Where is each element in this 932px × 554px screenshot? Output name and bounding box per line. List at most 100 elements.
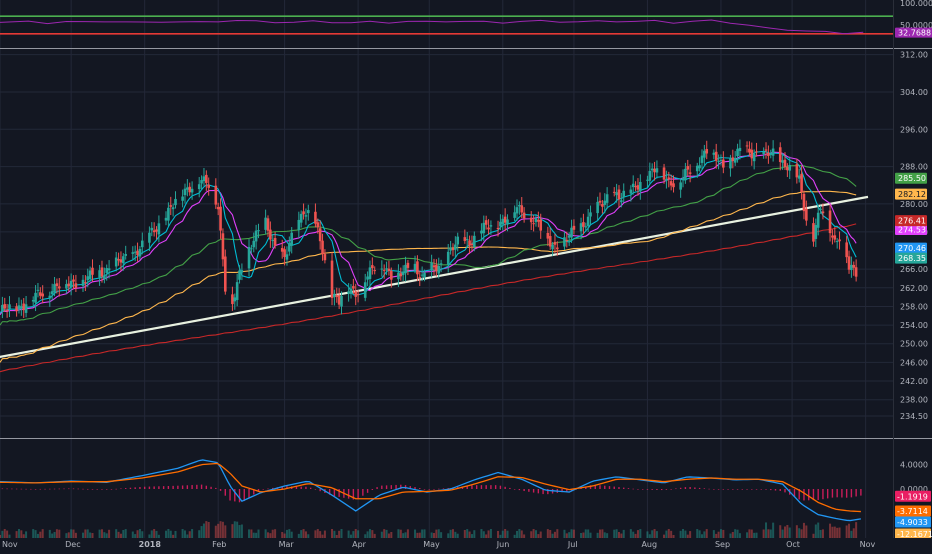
macd-histogram-bar xyxy=(1,488,4,490)
candle-body xyxy=(183,188,187,196)
candle-body xyxy=(98,270,101,278)
candle-body xyxy=(499,221,502,227)
volume-bar xyxy=(100,529,103,538)
candle-body xyxy=(667,177,671,180)
candle-body xyxy=(529,217,533,223)
price-pane[interactable] xyxy=(0,139,869,373)
macd-histogram-bar xyxy=(409,486,411,489)
macd-histogram-bar xyxy=(238,489,241,503)
candle-body xyxy=(662,167,666,180)
macd-histogram-bar xyxy=(722,489,725,490)
volume-bar xyxy=(435,529,438,538)
price-axis[interactable]: 312.00304.00296.00288.00280.00274.00266.… xyxy=(900,51,928,421)
volume-bar xyxy=(679,530,682,538)
candle-body xyxy=(240,270,244,273)
macd-histogram-bar xyxy=(803,489,805,501)
candle-body xyxy=(532,223,535,225)
price-tick-label: 238.00 xyxy=(900,396,928,405)
volume-bar xyxy=(802,522,805,538)
candle-body xyxy=(786,167,789,171)
candle-body xyxy=(413,263,417,271)
volume-bar xyxy=(786,524,789,538)
volume-bar xyxy=(89,532,92,538)
volume-bar xyxy=(183,530,186,538)
volume-bar xyxy=(383,529,386,538)
volume-bar xyxy=(689,531,692,538)
candle-body xyxy=(572,225,576,230)
candle-body xyxy=(669,181,673,186)
ma-13-value: 274.53 xyxy=(898,226,926,235)
rsi-last-value-badge xyxy=(895,27,932,38)
volume-bar xyxy=(767,529,770,538)
macd-histogram-bar xyxy=(447,488,449,489)
volume-bar xyxy=(340,529,343,538)
candle-body xyxy=(470,243,474,246)
volume-bar xyxy=(497,530,500,538)
candle-body xyxy=(601,204,604,207)
candle-body xyxy=(333,293,336,298)
candle-body xyxy=(646,179,649,181)
macd-histogram-bar xyxy=(333,489,336,497)
ma-50-value: 285.50 xyxy=(898,174,926,183)
volume-bar xyxy=(285,529,288,538)
volume-bar xyxy=(622,529,625,538)
candle-body xyxy=(103,275,106,280)
grid-lines xyxy=(0,0,932,538)
time-tick-label: Nov xyxy=(2,540,18,549)
candle-body xyxy=(717,161,720,163)
candle-body xyxy=(340,295,343,307)
volume-bar xyxy=(373,533,376,538)
candle-body xyxy=(423,272,426,278)
macd-histogram-bar xyxy=(698,487,701,489)
candle-body xyxy=(420,274,424,276)
macd-pane[interactable]: 4.0000 0.0000-1.1919 -3.7114 -4.9033 -12.167… xyxy=(0,459,932,540)
volume-bar xyxy=(646,531,649,538)
candle-body xyxy=(169,205,173,207)
macd-histogram-bar xyxy=(613,486,615,489)
candle-body xyxy=(845,242,848,258)
volume-bar xyxy=(302,529,305,538)
volume-bar xyxy=(736,529,739,538)
macd-histogram-bar xyxy=(608,486,611,489)
macd-histogram-bar xyxy=(314,489,317,490)
volume-bar xyxy=(205,521,208,538)
macd-histogram-bar xyxy=(665,489,668,490)
macd-histogram-bar xyxy=(660,489,663,491)
candle-body xyxy=(152,230,156,233)
volume-bar xyxy=(233,521,236,538)
volume-bar xyxy=(418,532,421,538)
candle-body xyxy=(556,247,559,250)
volume-bar xyxy=(423,529,426,538)
candle-body xyxy=(105,268,109,273)
time-tick-label: Aug xyxy=(641,540,657,549)
candle-body xyxy=(373,270,377,272)
candle-body xyxy=(639,181,642,192)
macd-histogram-bar xyxy=(224,489,227,496)
macd-histogram-bar xyxy=(295,486,298,489)
candle-body xyxy=(819,208,822,210)
volume-bar xyxy=(850,530,853,538)
candle-body xyxy=(401,271,405,276)
volume-bar xyxy=(651,530,654,538)
volume-bar xyxy=(366,531,369,538)
candle-body xyxy=(620,200,623,203)
volume-bar xyxy=(304,531,307,538)
candle-body xyxy=(515,207,519,214)
time-axis[interactable]: Nov Dec 2018 Feb Mar Apr May Jun Jul Aug Sep Oct Nov xyxy=(0,538,932,550)
macd-histogram-bar xyxy=(120,488,122,490)
ma-13-value-badge xyxy=(895,224,927,236)
volume-bar xyxy=(686,534,689,538)
time-tick-label: Sep xyxy=(715,540,730,549)
macd-histogram-bar xyxy=(490,485,492,489)
candle-body xyxy=(382,269,386,271)
macd-histogram-bar xyxy=(400,484,402,489)
volume-bar xyxy=(221,521,224,538)
volume-bar xyxy=(70,529,73,538)
macd-histogram-bar xyxy=(542,489,544,495)
macd-histogram-bar xyxy=(836,489,838,498)
volume-bar xyxy=(670,530,673,538)
volume-bar xyxy=(174,530,177,538)
